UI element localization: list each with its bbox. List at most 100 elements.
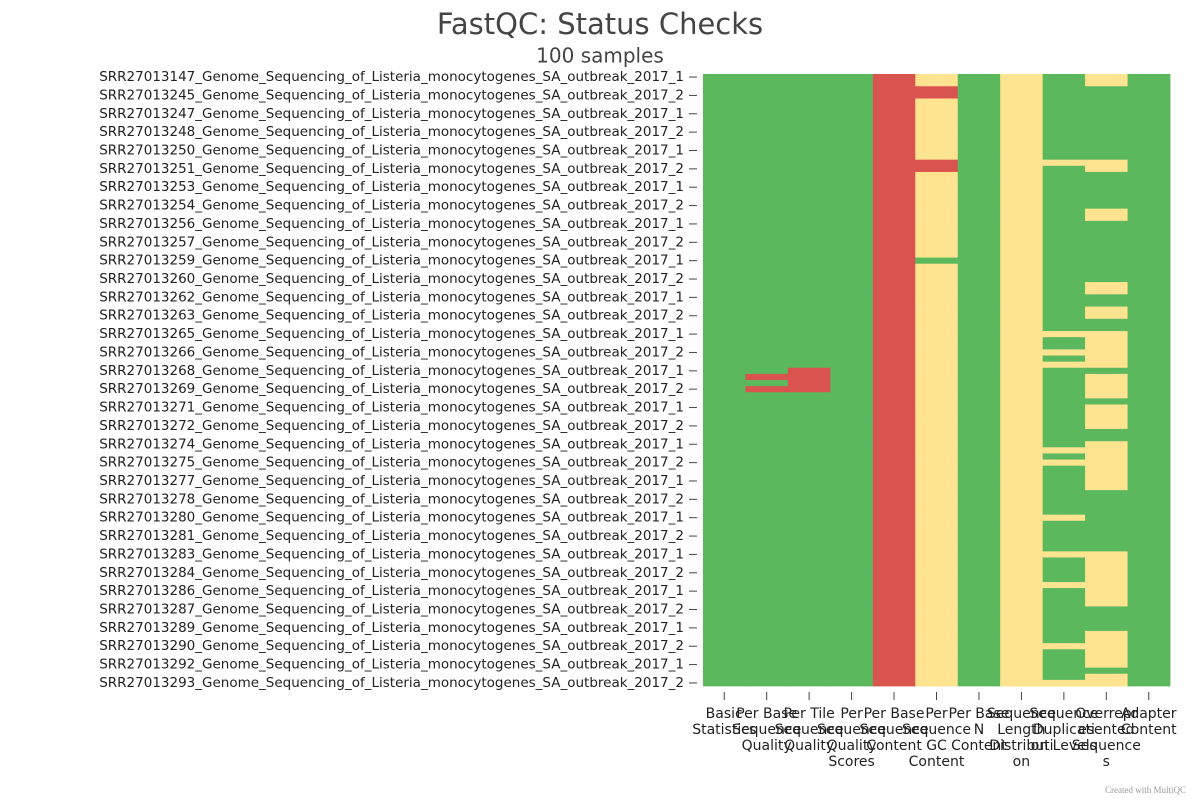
heatmap-cell xyxy=(957,269,1001,277)
heatmap-cell xyxy=(745,673,789,681)
heatmap-cell xyxy=(915,135,959,142)
heatmap-cell xyxy=(872,306,916,314)
heatmap-cell xyxy=(1042,563,1086,571)
heatmap-cell xyxy=(745,545,789,552)
heatmap-cell xyxy=(830,496,874,503)
heatmap-cell xyxy=(1127,331,1171,338)
heatmap-cell xyxy=(1000,294,1044,301)
heatmap-cell xyxy=(787,122,831,130)
heatmap-cell xyxy=(745,453,789,460)
heatmap-cell xyxy=(1127,196,1171,203)
heatmap-cell xyxy=(703,227,746,234)
heatmap-cell xyxy=(915,104,959,112)
heatmap-cell xyxy=(1085,355,1128,363)
heatmap-cell xyxy=(745,208,789,216)
heatmap-cell xyxy=(830,110,874,118)
heatmap-cell xyxy=(745,404,789,411)
heatmap-cell xyxy=(745,196,789,203)
heatmap-cell xyxy=(703,196,746,203)
heatmap-cell xyxy=(957,624,1001,632)
heatmap-cell xyxy=(830,459,874,467)
heatmap-cell xyxy=(745,380,789,387)
heatmap-cell xyxy=(787,661,831,669)
heatmap-cell xyxy=(1042,618,1086,626)
heatmap-cell xyxy=(1085,257,1128,265)
heatmap-cell xyxy=(703,116,746,124)
heatmap-cell xyxy=(703,539,746,546)
heatmap-cell xyxy=(830,233,874,240)
y-tick-label: SRR27013287_Genome_Sequencing_of_Listeri… xyxy=(99,602,684,618)
heatmap-cell xyxy=(1085,294,1128,301)
heatmap-cell xyxy=(745,227,789,234)
heatmap-cell xyxy=(915,679,959,687)
heatmap-cell xyxy=(745,581,789,589)
heatmap-cell xyxy=(957,441,1001,448)
heatmap-cell xyxy=(1085,318,1128,326)
heatmap-cell xyxy=(1000,227,1044,234)
heatmap-cell xyxy=(1085,153,1128,161)
heatmap-cell xyxy=(787,74,831,81)
heatmap-cell xyxy=(1085,447,1128,454)
heatmap-cell xyxy=(1000,74,1044,81)
heatmap-cell xyxy=(915,630,959,638)
heatmap-cell xyxy=(957,331,1001,338)
heatmap-cell xyxy=(1000,392,1044,399)
heatmap-cell xyxy=(957,116,1001,124)
heatmap-cell xyxy=(1042,367,1086,375)
heatmap-cell xyxy=(1042,508,1086,516)
heatmap-cell xyxy=(1127,471,1171,479)
heatmap-cell xyxy=(1000,159,1044,167)
heatmap-cell xyxy=(745,392,789,399)
heatmap-cell xyxy=(1127,116,1171,124)
heatmap-cell xyxy=(1085,441,1128,448)
heatmap-cell xyxy=(787,410,831,418)
heatmap-cell xyxy=(745,594,789,601)
heatmap-cell xyxy=(1127,153,1171,161)
heatmap-cell xyxy=(957,465,1001,473)
heatmap-cell xyxy=(915,673,959,681)
heatmap-cell xyxy=(1000,337,1044,344)
heatmap-cell xyxy=(915,251,959,258)
y-tick-label: SRR27013281_Genome_Sequencing_of_Listeri… xyxy=(99,528,684,544)
heatmap-cell xyxy=(1042,624,1086,632)
heatmap-cell xyxy=(1085,435,1128,442)
heatmap-cell xyxy=(830,239,874,246)
heatmap-cell xyxy=(1127,477,1171,485)
heatmap-cell xyxy=(745,269,789,277)
heatmap-cell xyxy=(703,649,746,656)
heatmap-cell xyxy=(830,386,874,393)
heatmap-cell xyxy=(703,367,746,375)
heatmap-cell xyxy=(872,263,916,271)
heatmap-cell xyxy=(745,245,789,252)
heatmap-cell xyxy=(787,367,831,375)
heatmap-cell xyxy=(1085,373,1128,381)
heatmap-cell xyxy=(915,618,959,626)
heatmap-cell xyxy=(1085,600,1128,607)
heatmap-cell xyxy=(787,98,831,105)
heatmap-cell xyxy=(1127,441,1171,448)
heatmap-cell xyxy=(915,92,959,99)
heatmap-cell xyxy=(1127,220,1171,228)
heatmap-cell xyxy=(915,416,959,424)
heatmap-cell xyxy=(1127,514,1171,522)
heatmap-cell xyxy=(1042,569,1086,577)
heatmap-cell xyxy=(830,122,874,130)
heatmap-cell xyxy=(1085,306,1128,314)
heatmap-cell xyxy=(915,465,959,473)
heatmap-cell xyxy=(745,557,789,564)
heatmap-cell xyxy=(915,331,959,338)
heatmap-cell xyxy=(1085,214,1128,222)
heatmap-cell xyxy=(1085,171,1128,179)
heatmap-cell xyxy=(1042,551,1086,558)
heatmap-cell xyxy=(957,545,1001,552)
heatmap-cell xyxy=(703,404,746,411)
heatmap-cell xyxy=(830,435,874,442)
heatmap-cell xyxy=(957,435,1001,442)
heatmap-cell xyxy=(830,612,874,620)
heatmap-cell xyxy=(787,220,831,228)
heatmap-cell xyxy=(1085,129,1128,136)
heatmap-cell xyxy=(745,679,789,687)
heatmap-cell xyxy=(787,147,831,154)
heatmap-cell xyxy=(703,306,746,314)
heatmap-cell xyxy=(957,214,1001,222)
